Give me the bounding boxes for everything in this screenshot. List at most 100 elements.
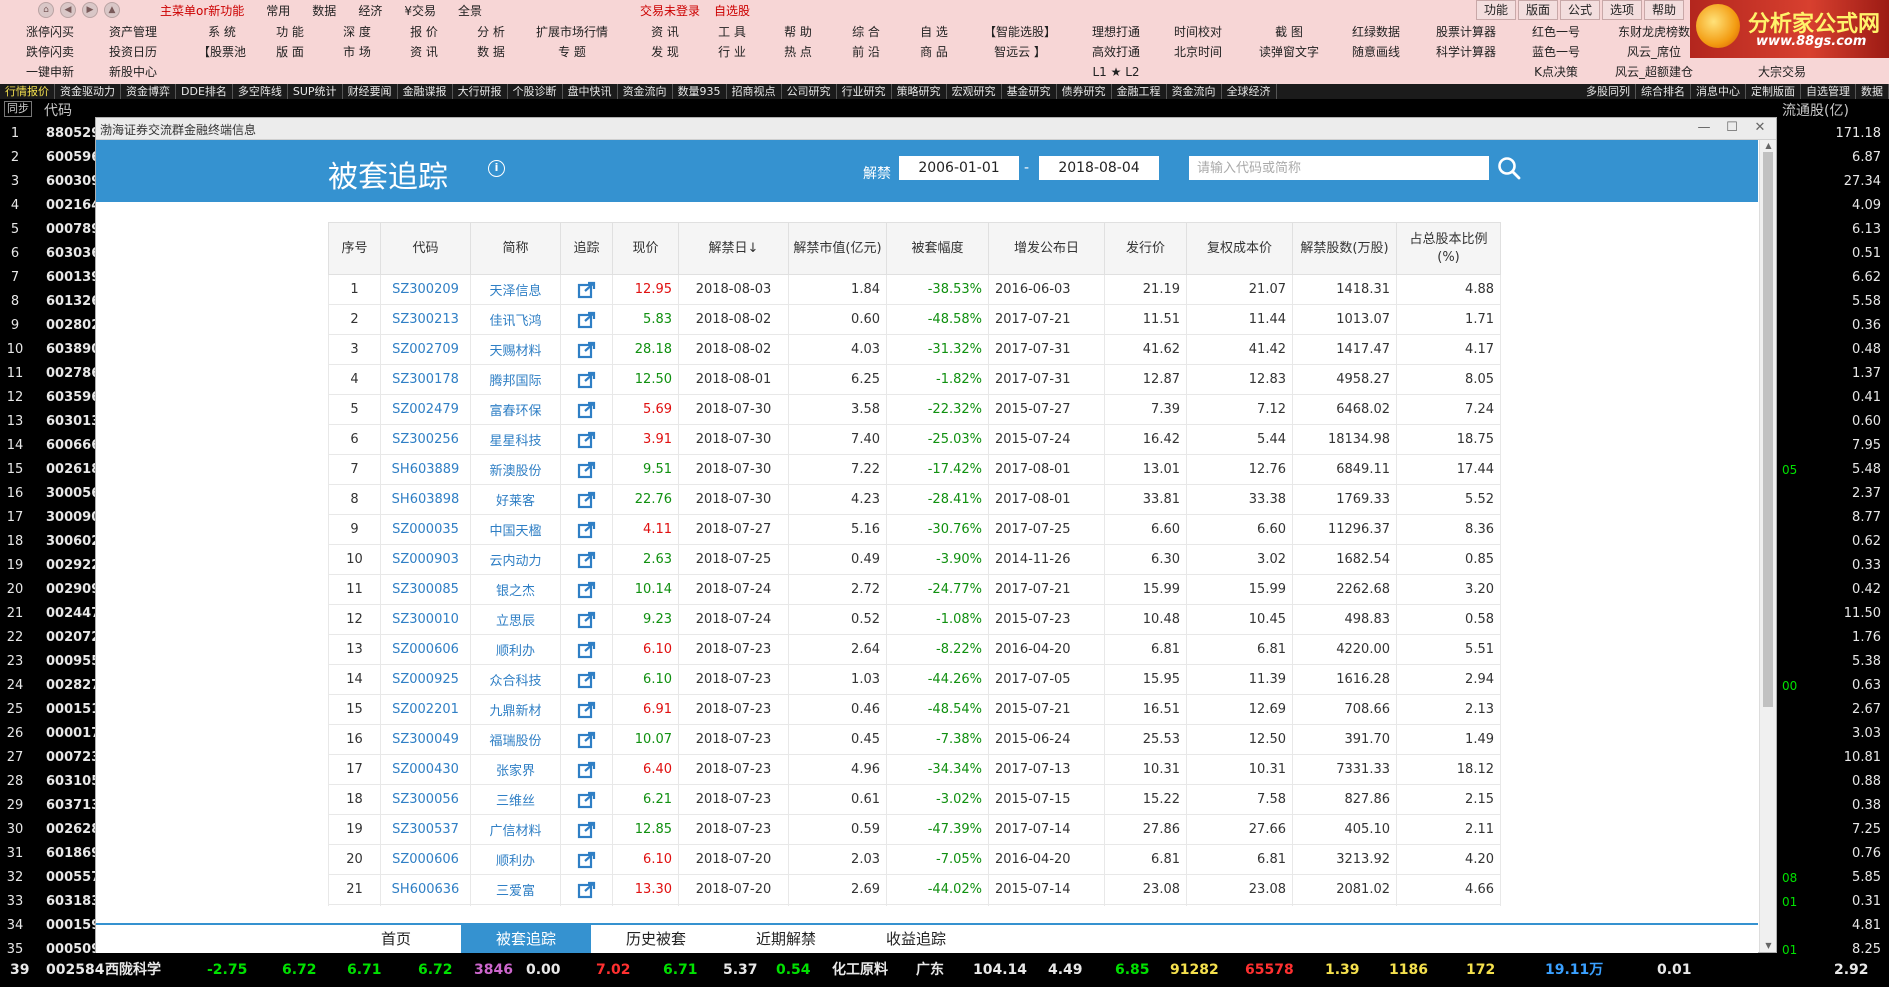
- right-menu-button[interactable]: 公式: [1560, 0, 1600, 20]
- table-row[interactable]: 7 SH603889 新澳股份 9.51 2018-07-30 7.22 -17.42% 20…: [328, 454, 1501, 485]
- tab-item[interactable]: 财经要闻: [343, 84, 398, 99]
- share-track-icon[interactable]: [577, 341, 597, 359]
- tab-item[interactable]: 资金驱动力: [55, 84, 121, 99]
- list-item[interactable]: 34 000159: [0, 914, 101, 938]
- column-header[interactable]: 解禁日↓: [678, 222, 789, 275]
- share-track-icon[interactable]: [577, 461, 597, 479]
- stock-name-link[interactable]: 富春环保: [470, 394, 561, 425]
- list-item[interactable]: 14 600666: [0, 434, 101, 458]
- track-cell[interactable]: [560, 574, 613, 605]
- toolbar-item[interactable]: 功 能: [276, 25, 304, 39]
- stock-code-link[interactable]: SZ300056: [380, 784, 471, 815]
- list-item[interactable]: 27 000723: [0, 746, 101, 770]
- toolbar-item[interactable]: 分 析: [477, 25, 505, 39]
- stock-code-link[interactable]: SZ002709: [380, 334, 471, 365]
- stock-name-link[interactable]: 云内动力: [470, 544, 561, 575]
- toolbar-item[interactable]: 科学计算器: [1435, 45, 1496, 59]
- list-item[interactable]: 1 880529: [0, 122, 100, 146]
- stock-code-link[interactable]: SZ000903: [380, 544, 471, 575]
- toolbar-item[interactable]: 北京时间: [1173, 45, 1222, 59]
- stock-code-link[interactable]: SZ300209: [380, 274, 471, 305]
- toolbar-item[interactable]: 读弹窗文字: [1258, 45, 1319, 59]
- toolbar-item[interactable]: 资 讯: [651, 25, 679, 39]
- stock-name-link[interactable]: 众合科技: [470, 664, 561, 695]
- stock-code-link[interactable]: SH603889: [380, 454, 471, 485]
- stock-code-link[interactable]: SZ000035: [380, 514, 471, 545]
- toolbar-item[interactable]: 智远云 】: [994, 45, 1046, 59]
- tab-item[interactable]: 金融工程: [1112, 84, 1167, 99]
- toolbar-item[interactable]: 新股中心: [108, 65, 157, 79]
- column-header[interactable]: 简称: [470, 222, 561, 275]
- track-cell[interactable]: [560, 634, 613, 665]
- share-track-icon[interactable]: [577, 671, 597, 689]
- maximize-icon[interactable]: ☐: [1726, 120, 1738, 135]
- tab-item[interactable]: DDE排名: [176, 84, 233, 99]
- table-row[interactable]: 10 SZ000903 云内动力 2.63 2018-07-25 0.49 -3.90% 20…: [328, 544, 1501, 575]
- share-track-icon[interactable]: [577, 731, 597, 749]
- stock-name-link[interactable]: 新澳股份: [470, 454, 561, 485]
- stock-code-link[interactable]: SZ000606: [380, 634, 471, 665]
- toolbar-item[interactable]: 行 业: [718, 45, 746, 59]
- list-item[interactable]: 28 603105: [0, 770, 101, 794]
- table-row[interactable]: 21 SH600636 三爱富 13.30 2018-07-20 2.69 -44.02% 2…: [328, 874, 1501, 905]
- track-cell[interactable]: [560, 424, 613, 455]
- column-header[interactable]: 复权成本价: [1186, 222, 1293, 275]
- toolbar-item[interactable]: 风云_席位: [1626, 45, 1681, 59]
- tab-item[interactable]: 大行研报: [453, 84, 508, 99]
- stock-code-link[interactable]: SZ300537: [380, 814, 471, 845]
- track-cell[interactable]: [560, 664, 613, 695]
- table-row[interactable]: 14 SZ000925 众合科技 6.10 2018-07-23 1.03 -44.26% 2…: [328, 664, 1501, 695]
- stock-name-link[interactable]: 星星科技: [470, 424, 561, 455]
- toolbar-item[interactable]: 时间校对: [1173, 25, 1222, 39]
- table-row[interactable]: 3 SZ002709 天赐材料 28.18 2018-08-02 4.03 -31.32% 2…: [328, 334, 1501, 365]
- tab-item[interactable]: 行业研究: [837, 84, 892, 99]
- tab-item-right[interactable]: 消息中心: [1691, 84, 1746, 99]
- toolbar-item[interactable]: 蓝色一号: [1531, 45, 1580, 59]
- scroll-down-icon[interactable]: ▼: [1765, 941, 1772, 950]
- list-item[interactable]: 17 300090: [0, 506, 101, 530]
- stock-code-link[interactable]: SZ002479: [380, 394, 471, 425]
- track-cell[interactable]: [560, 544, 613, 575]
- share-track-icon[interactable]: [577, 641, 597, 659]
- tab-item-right[interactable]: 定制版面: [1746, 84, 1801, 99]
- track-cell[interactable]: [560, 874, 613, 905]
- table-row[interactable]: 6 SZ300256 星星科技 3.91 2018-07-30 7.40 -25.03% 20…: [328, 424, 1501, 455]
- quote-row-39[interactable]: 39 002584 西陇科学 -2.75 6.72 6.71 6.72 3846…: [0, 956, 1889, 984]
- menu-item[interactable]: 主菜单or新功能: [160, 4, 245, 18]
- list-item[interactable]: 5 000789: [0, 218, 100, 242]
- share-track-icon[interactable]: [577, 821, 597, 839]
- stock-code-link[interactable]: SZ300256: [380, 424, 471, 455]
- toolbar-item[interactable]: 综 合: [852, 25, 880, 39]
- toolbar-item[interactable]: 一键申新: [25, 65, 74, 79]
- tab-item[interactable]: 资金流向: [1167, 84, 1222, 99]
- tab-item[interactable]: 宏观研究: [947, 84, 1002, 99]
- tab-item[interactable]: 盘中快讯: [563, 84, 618, 99]
- toolbar-item[interactable]: 版 面: [276, 45, 304, 59]
- list-item[interactable]: 31 601869: [0, 842, 101, 866]
- tab-item[interactable]: 基金研究: [1002, 84, 1057, 99]
- stock-name-link[interactable]: 顺利办: [470, 634, 561, 665]
- stock-name-link[interactable]: 中国天楹: [470, 514, 561, 545]
- list-item[interactable]: 16 300056: [0, 482, 101, 506]
- share-track-icon[interactable]: [577, 491, 597, 509]
- menu-item[interactable]: ¥交易: [404, 4, 436, 18]
- tab-item[interactable]: 资金博弈: [121, 84, 176, 99]
- home-icon[interactable]: ⌂: [38, 2, 54, 18]
- toolbar-item[interactable]: 前 沿: [852, 45, 880, 59]
- track-cell[interactable]: [560, 904, 613, 906]
- table-row[interactable]: 11 SZ300085 银之杰 10.14 2018-07-24 2.72 -24.77% 2…: [328, 574, 1501, 605]
- stock-code-link[interactable]: SZ000925: [380, 664, 471, 695]
- list-item[interactable]: 4 002164: [0, 194, 100, 218]
- stock-code-link[interactable]: SZ300010: [380, 604, 471, 635]
- stock-code-link[interactable]: SH603898: [380, 484, 471, 515]
- toolbar-item[interactable]: 扩展市场行情: [535, 25, 608, 39]
- tab-item[interactable]: SUP统计: [288, 84, 343, 99]
- back-icon[interactable]: ◀: [60, 2, 76, 18]
- toolbar-item[interactable]: 数 据: [477, 45, 505, 59]
- forward-icon[interactable]: ▶: [82, 2, 98, 18]
- share-track-icon[interactable]: [577, 701, 597, 719]
- share-track-icon[interactable]: [577, 611, 597, 629]
- list-item[interactable]: 11 002786: [0, 362, 101, 386]
- stock-code-link[interactable]: SZ000430: [380, 754, 471, 785]
- track-cell[interactable]: [560, 484, 613, 515]
